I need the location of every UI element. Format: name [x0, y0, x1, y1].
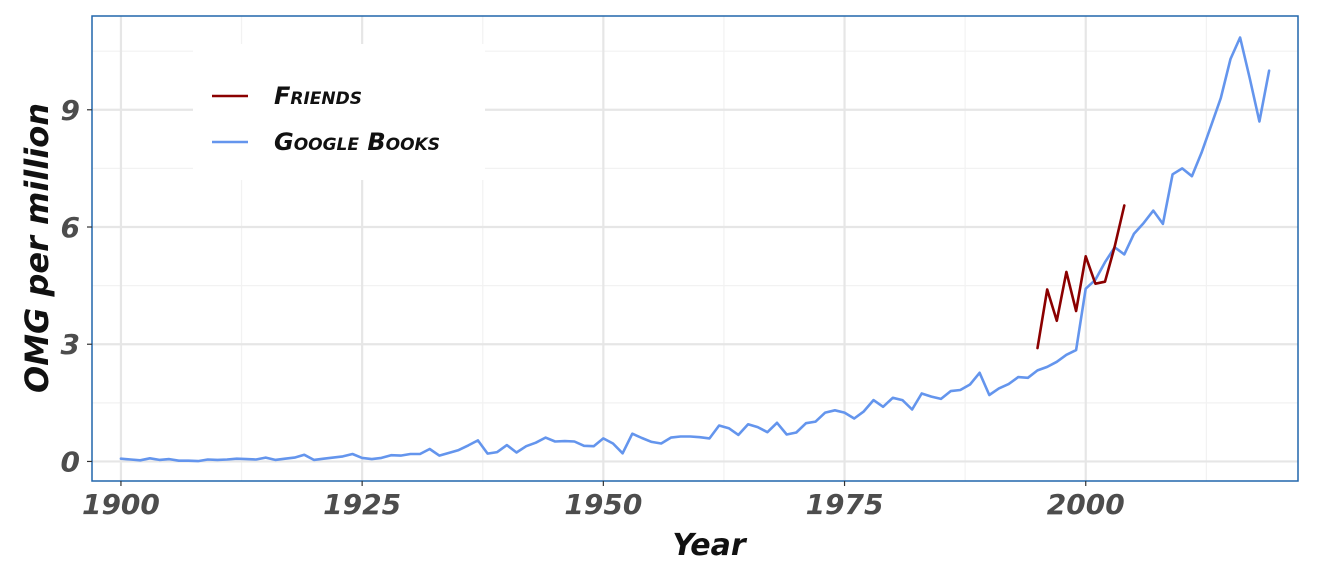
- x-tick-label: 1900: [82, 488, 160, 521]
- x-tick-label: 2000: [1047, 488, 1125, 521]
- y-tick-label: 3: [61, 328, 80, 361]
- x-tick-label: 1975: [806, 488, 884, 521]
- y-axis-ticks: 0 3 6 9: [61, 94, 92, 478]
- legend: Friends Google Books: [193, 44, 485, 180]
- x-axis-ticks: 1900 1925 1950 1975 2000: [82, 481, 1125, 521]
- series-lines: [119, 36, 1271, 463]
- x-tick-label: 1925: [323, 488, 401, 521]
- x-tick-label: 1950: [564, 488, 642, 521]
- plot-border: [91, 15, 1299, 482]
- y-axis-title: OMG per million: [18, 103, 56, 393]
- y-tick-label: 0: [61, 445, 80, 478]
- y-tick-label: 9: [61, 94, 80, 127]
- series-line-friends: [1036, 204, 1126, 350]
- legend-background: [193, 44, 485, 180]
- x-axis-title: Year: [672, 528, 747, 563]
- series-line-google-books: [119, 36, 1271, 463]
- legend-label: Friends: [274, 82, 362, 110]
- y-tick-label: 6: [61, 211, 80, 244]
- legend-label: Google Books: [274, 128, 440, 156]
